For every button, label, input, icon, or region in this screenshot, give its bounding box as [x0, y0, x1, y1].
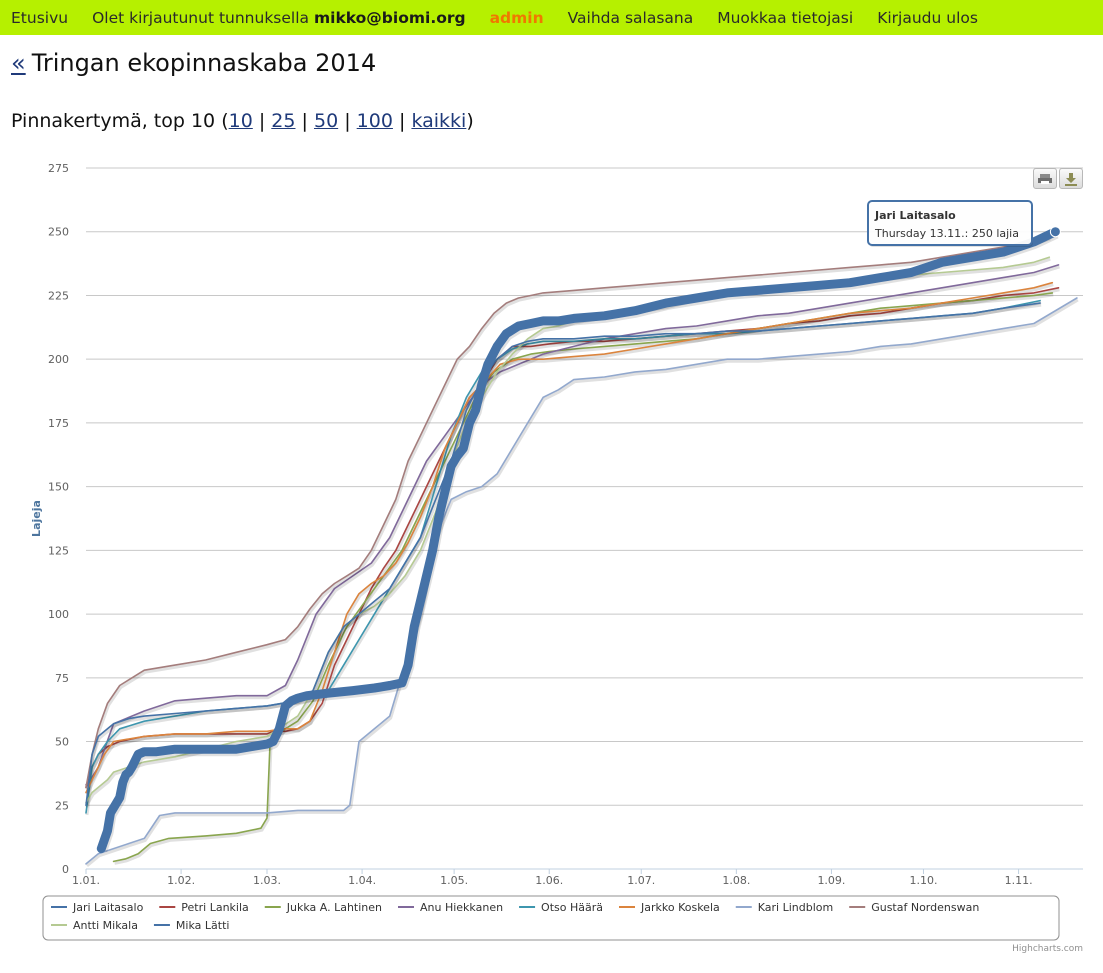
legend-item: Mika Lätti: [176, 919, 230, 932]
back-link[interactable]: «: [11, 49, 26, 77]
y-tick-label: 100: [48, 608, 69, 621]
logged-in-user: mikko@biomi.org: [313, 8, 466, 27]
series-line: [85, 297, 1078, 865]
separator: |: [301, 110, 308, 132]
series-shadow: [86, 298, 1079, 868]
chart-heading: Pinnakertymä, top 10 (10 | 25 | 50 | 100…: [11, 110, 474, 132]
top-link-25[interactable]: 25: [271, 110, 296, 132]
separator: |: [258, 110, 266, 132]
y-axis-label: Lajeja: [30, 500, 43, 537]
legend-item: Jari Laitasalo: [72, 901, 144, 914]
legend-box: [42, 895, 1060, 941]
page-title-text: Tringan ekopinnaskaba 2014: [31, 49, 377, 77]
y-tick-label: 125: [48, 544, 69, 557]
series-line: [85, 281, 1054, 794]
series-shadow: [85, 288, 1060, 790]
x-tick-label: 1.07.: [627, 874, 655, 887]
y-tick-label: 150: [48, 481, 69, 494]
y-tick-label: 25: [55, 799, 69, 812]
series-shadow: [85, 237, 1051, 790]
legend-item: Antti Mikala: [73, 919, 138, 932]
highlight-point: [1049, 226, 1061, 238]
separator: |: [344, 110, 351, 132]
legend-item: Gustaf Nordenswan: [871, 901, 979, 914]
series-shadow: [97, 229, 1059, 853]
download-icon: [1065, 173, 1077, 186]
legend-item: Otso Häärä: [541, 901, 603, 914]
logged-in-status: Olet kirjautunut tunnuksella mikko@biomi…: [92, 9, 466, 27]
tooltip-box: [867, 200, 1033, 246]
legend-item: Anu Hiekkanen: [420, 901, 503, 914]
nav-admin-link[interactable]: admin: [489, 8, 544, 27]
top-navigation: Etusivu Olet kirjautunut tunnuksella mik…: [0, 0, 1103, 35]
cumulative-species-chart: 0 25 50 75 100 125 150 175 200 225 250 275 1.01. 1.02…: [30, 162, 1083, 941]
separator: |: [398, 110, 406, 132]
x-tick-label: 1.05.: [440, 874, 468, 887]
chart-credits[interactable]: Highcharts.com: [1012, 944, 1083, 954]
y-tick-label: 50: [55, 736, 69, 749]
x-tick-label: 1.06.: [535, 874, 563, 887]
series-line: [96, 227, 1060, 854]
top-link-10[interactable]: 10: [228, 110, 253, 132]
tooltip-text: Thursday 13.11.: 250 lajia: [874, 227, 1019, 240]
nav-home-link[interactable]: Etusivu: [11, 8, 69, 27]
x-tick-label: 1.01.: [72, 874, 100, 887]
x-tick-label: 1.09.: [817, 874, 845, 887]
y-tick-label: 0: [62, 863, 69, 876]
y-tick-label: 200: [48, 353, 69, 366]
chart-heading-text: Pinnakertymä, top 10 (: [11, 110, 229, 132]
series-shadow: [85, 283, 1054, 796]
y-tick-label: 75: [55, 672, 69, 685]
y-tick-label: 275: [48, 162, 69, 175]
logged-in-label: Olet kirjautunut tunnuksella: [92, 8, 310, 27]
print-chart-button[interactable]: [1033, 168, 1057, 189]
x-tick-label: 1.10.: [909, 874, 937, 887]
nav-logout-link[interactable]: Kirjaudu ulos: [877, 8, 978, 27]
tooltip-title: Jari Laitasalo: [874, 209, 956, 222]
top-link-50[interactable]: 50: [313, 110, 339, 132]
x-tick-label: 1.02.: [167, 874, 195, 887]
series-shadow: [85, 265, 1060, 788]
chart-heading-close: ): [466, 110, 474, 132]
nav-edit-info-link[interactable]: Muokkaa tietojasi: [717, 8, 854, 27]
x-tick-label: 1.08.: [722, 874, 750, 887]
y-tick-label: 175: [48, 417, 69, 430]
nav-change-password-link[interactable]: Vaihda salasana: [567, 8, 694, 27]
series-shadow: [85, 301, 1042, 816]
series-line: [85, 287, 1060, 789]
legend-item: Jarkko Koskela: [640, 901, 720, 914]
y-tick-label: 250: [48, 226, 69, 239]
y-tick-label: 225: [48, 289, 69, 302]
legend-item: Kari Lindblom: [758, 901, 833, 914]
series-line: [85, 236, 1051, 789]
x-tick-label: 1.03.: [253, 874, 281, 887]
legend-item: Jukka A. Lahtinen: [286, 901, 382, 914]
export-chart-button[interactable]: [1059, 168, 1083, 189]
printer-icon: [1038, 174, 1052, 184]
x-tick-label: 1.11.: [1005, 874, 1033, 887]
legend-item: Petri Lankila: [181, 901, 248, 914]
series-line: [85, 302, 1041, 807]
top-link-100[interactable]: 100: [356, 110, 393, 132]
x-tick-label: 1.04.: [348, 874, 376, 887]
page-title: «Tringan ekopinnaskaba 2014: [11, 49, 376, 77]
top-link-all[interactable]: kaikki: [411, 110, 467, 132]
